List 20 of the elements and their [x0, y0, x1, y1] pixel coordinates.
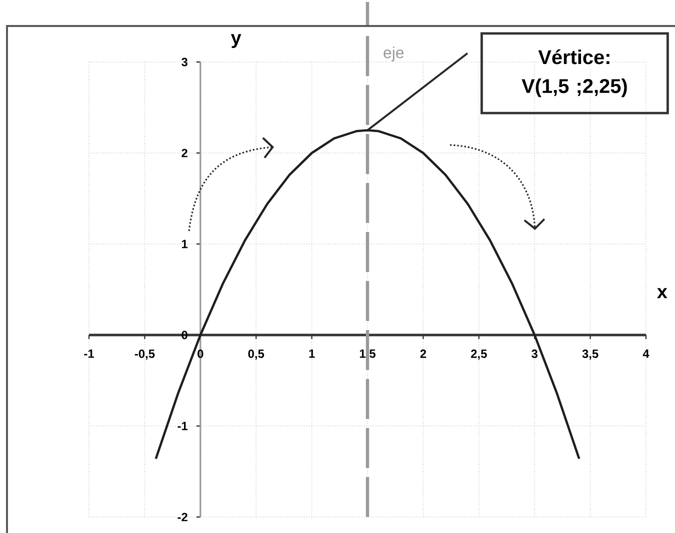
y-tick-label: 2 — [182, 148, 188, 158]
y-axis-title: y — [230, 34, 242, 48]
ref-line-label: eje — [384, 46, 404, 62]
x-tick-label: 0,5 — [248, 350, 264, 360]
x-tick-label: 0 — [198, 350, 204, 358]
y-tick-label: 3 — [182, 58, 188, 66]
y-tick-label: 0 — [182, 330, 188, 340]
x-tick-label: 3 — [532, 350, 538, 358]
annotation: Vértice: V(1,5 ;2,25) — [522, 49, 627, 98]
x-tick-label: 2,5 — [471, 350, 487, 360]
x-tick-label: -1 — [84, 350, 94, 358]
y-tick-label: 1 — [182, 240, 188, 248]
x-tick-label: 2 — [420, 350, 426, 358]
x-tick-label: 1 — [309, 350, 315, 358]
y-tick-label: -2 — [178, 512, 188, 522]
x-tick-label: 4 — [642, 350, 650, 358]
x-tick-label: 3,5 — [582, 350, 598, 360]
x-tick-label: -0,5 — [134, 350, 155, 360]
x-axis-title: x — [657, 288, 668, 298]
y-tick-label: -1 — [178, 422, 188, 430]
